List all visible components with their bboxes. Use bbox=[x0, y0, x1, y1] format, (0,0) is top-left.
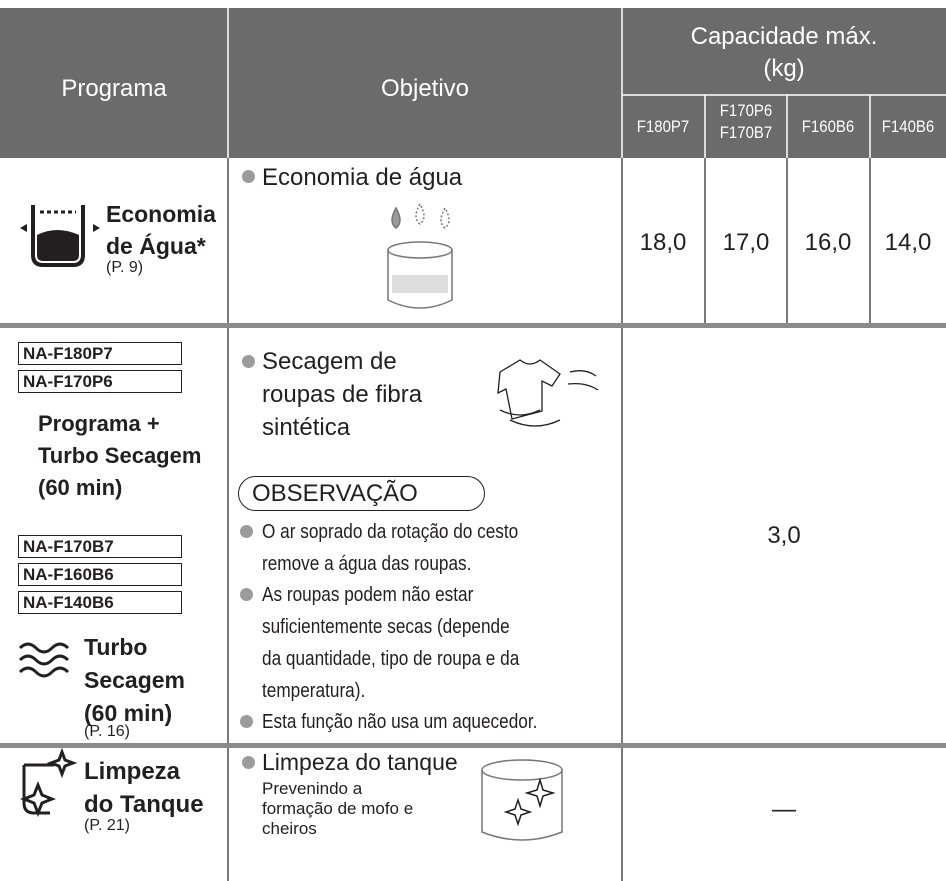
capacity: 14,0 bbox=[884, 229, 932, 256]
model-header: F170B7 bbox=[719, 123, 773, 142]
note: da quantidade, tipo de roupa e da bbox=[262, 647, 520, 670]
note: As roupas podem não estar bbox=[262, 584, 474, 607]
bullet bbox=[240, 588, 253, 602]
model-box: NA-F140B6 bbox=[18, 591, 182, 614]
capacity: 16,0 bbox=[804, 229, 852, 256]
page-ref: (P. 16) bbox=[84, 723, 130, 740]
note-title: OBSERVAÇÃO bbox=[252, 480, 418, 507]
program-name: Secagem bbox=[84, 667, 186, 693]
bullet bbox=[242, 170, 255, 183]
program-name: Turbo bbox=[84, 634, 148, 660]
program-name: Economia bbox=[106, 201, 216, 227]
bullet bbox=[242, 756, 255, 769]
header-unit: (kg) bbox=[763, 55, 805, 82]
objective-detail: cheiros bbox=[262, 819, 317, 838]
page-ref: (P. 21) bbox=[84, 817, 130, 834]
objective: Economia de água bbox=[262, 164, 463, 191]
bullet bbox=[242, 355, 255, 368]
bullet bbox=[240, 525, 253, 538]
program-name: do Tanque bbox=[84, 791, 204, 818]
model-box: NA-F160B6 bbox=[18, 563, 182, 586]
objective: Limpeza do tanque bbox=[262, 749, 458, 775]
note: temperatura). bbox=[262, 679, 366, 702]
note: suficientemente secas (depende bbox=[262, 616, 510, 639]
header-capacidade: Capacidade máx. bbox=[690, 23, 878, 50]
model-box: NA-F180P7 bbox=[18, 342, 182, 365]
model-header: F160B6 bbox=[801, 117, 855, 136]
bullet bbox=[240, 715, 253, 729]
header-objetivo: Objetivo bbox=[380, 75, 470, 102]
note: remove a água das roupas. bbox=[262, 552, 472, 575]
program-name: (60 min) bbox=[84, 700, 173, 726]
capacity: 18,0 bbox=[639, 229, 687, 256]
model-header: F170P6 bbox=[719, 101, 773, 120]
capacity: — bbox=[772, 796, 796, 823]
note: Esta função não usa um aquecedor. bbox=[262, 711, 538, 734]
capacity: 17,0 bbox=[722, 229, 770, 256]
header-programa: Programa bbox=[61, 75, 167, 102]
objective: sintética bbox=[262, 414, 351, 441]
program-name: Programa + bbox=[38, 411, 160, 436]
capacity: 3,0 bbox=[767, 522, 801, 549]
program-name: de Água* bbox=[106, 233, 206, 259]
objective-detail: formação de mofo e bbox=[262, 799, 414, 818]
note-title-frame bbox=[238, 476, 485, 511]
note: O ar soprado da rotação do cesto bbox=[262, 521, 519, 543]
objective: Secagem de bbox=[262, 348, 397, 375]
program-name: Turbo Secagem bbox=[38, 443, 202, 468]
model-header: F180P7 bbox=[636, 117, 690, 136]
objective: roupas de fibra bbox=[262, 381, 423, 408]
program-name: Limpeza bbox=[84, 758, 181, 785]
model-box: NA-F170B7 bbox=[18, 535, 182, 558]
page-ref: (P. 9) bbox=[106, 259, 144, 276]
model-box: NA-F170P6 bbox=[18, 370, 182, 393]
program-name: (60 min) bbox=[38, 475, 123, 500]
objective-detail: Prevenindo a bbox=[262, 779, 363, 798]
model-header: F140B6 bbox=[881, 117, 935, 136]
